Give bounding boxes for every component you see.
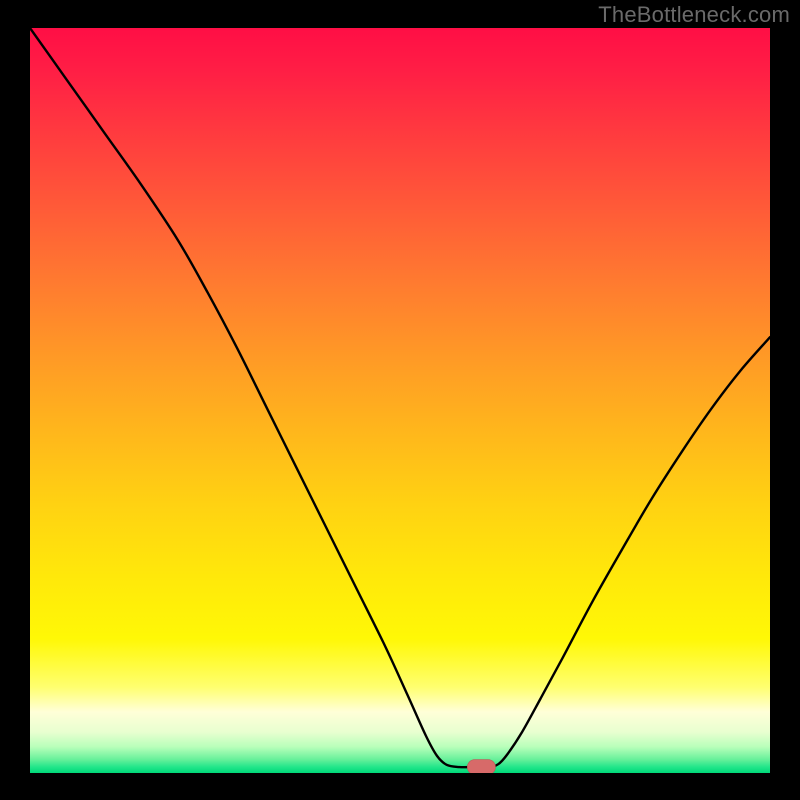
watermark-text: TheBottleneck.com [598,2,790,28]
plot-area [30,28,770,773]
gradient-background [30,28,770,773]
chart-frame: TheBottleneck.com [0,0,800,800]
bottleneck-chart [30,28,770,773]
optimal-marker [467,760,495,773]
